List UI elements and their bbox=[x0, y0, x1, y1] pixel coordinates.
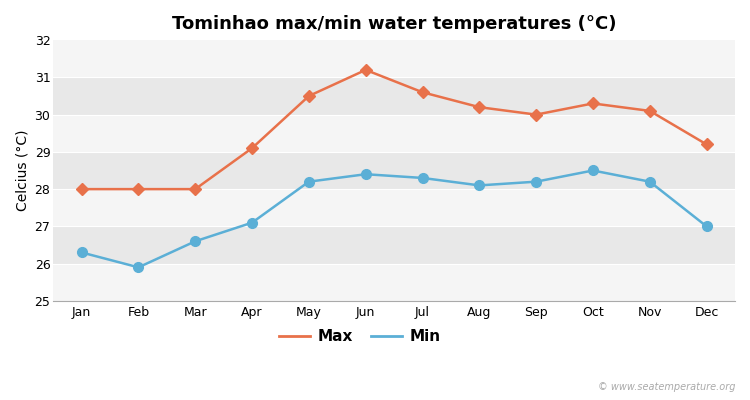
Text: © www.seatemperature.org: © www.seatemperature.org bbox=[598, 382, 735, 392]
Bar bbox=[53, 40, 735, 77]
Bar bbox=[53, 115, 735, 152]
Bar bbox=[53, 226, 735, 264]
Bar bbox=[53, 152, 735, 189]
Title: Tominhao max/min water temperatures (°C): Tominhao max/min water temperatures (°C) bbox=[172, 15, 616, 33]
Legend: Max, Min: Max, Min bbox=[273, 323, 447, 351]
Bar bbox=[53, 189, 735, 226]
Bar bbox=[53, 264, 735, 301]
Bar bbox=[53, 77, 735, 115]
Y-axis label: Celcius (°C): Celcius (°C) bbox=[15, 130, 29, 211]
